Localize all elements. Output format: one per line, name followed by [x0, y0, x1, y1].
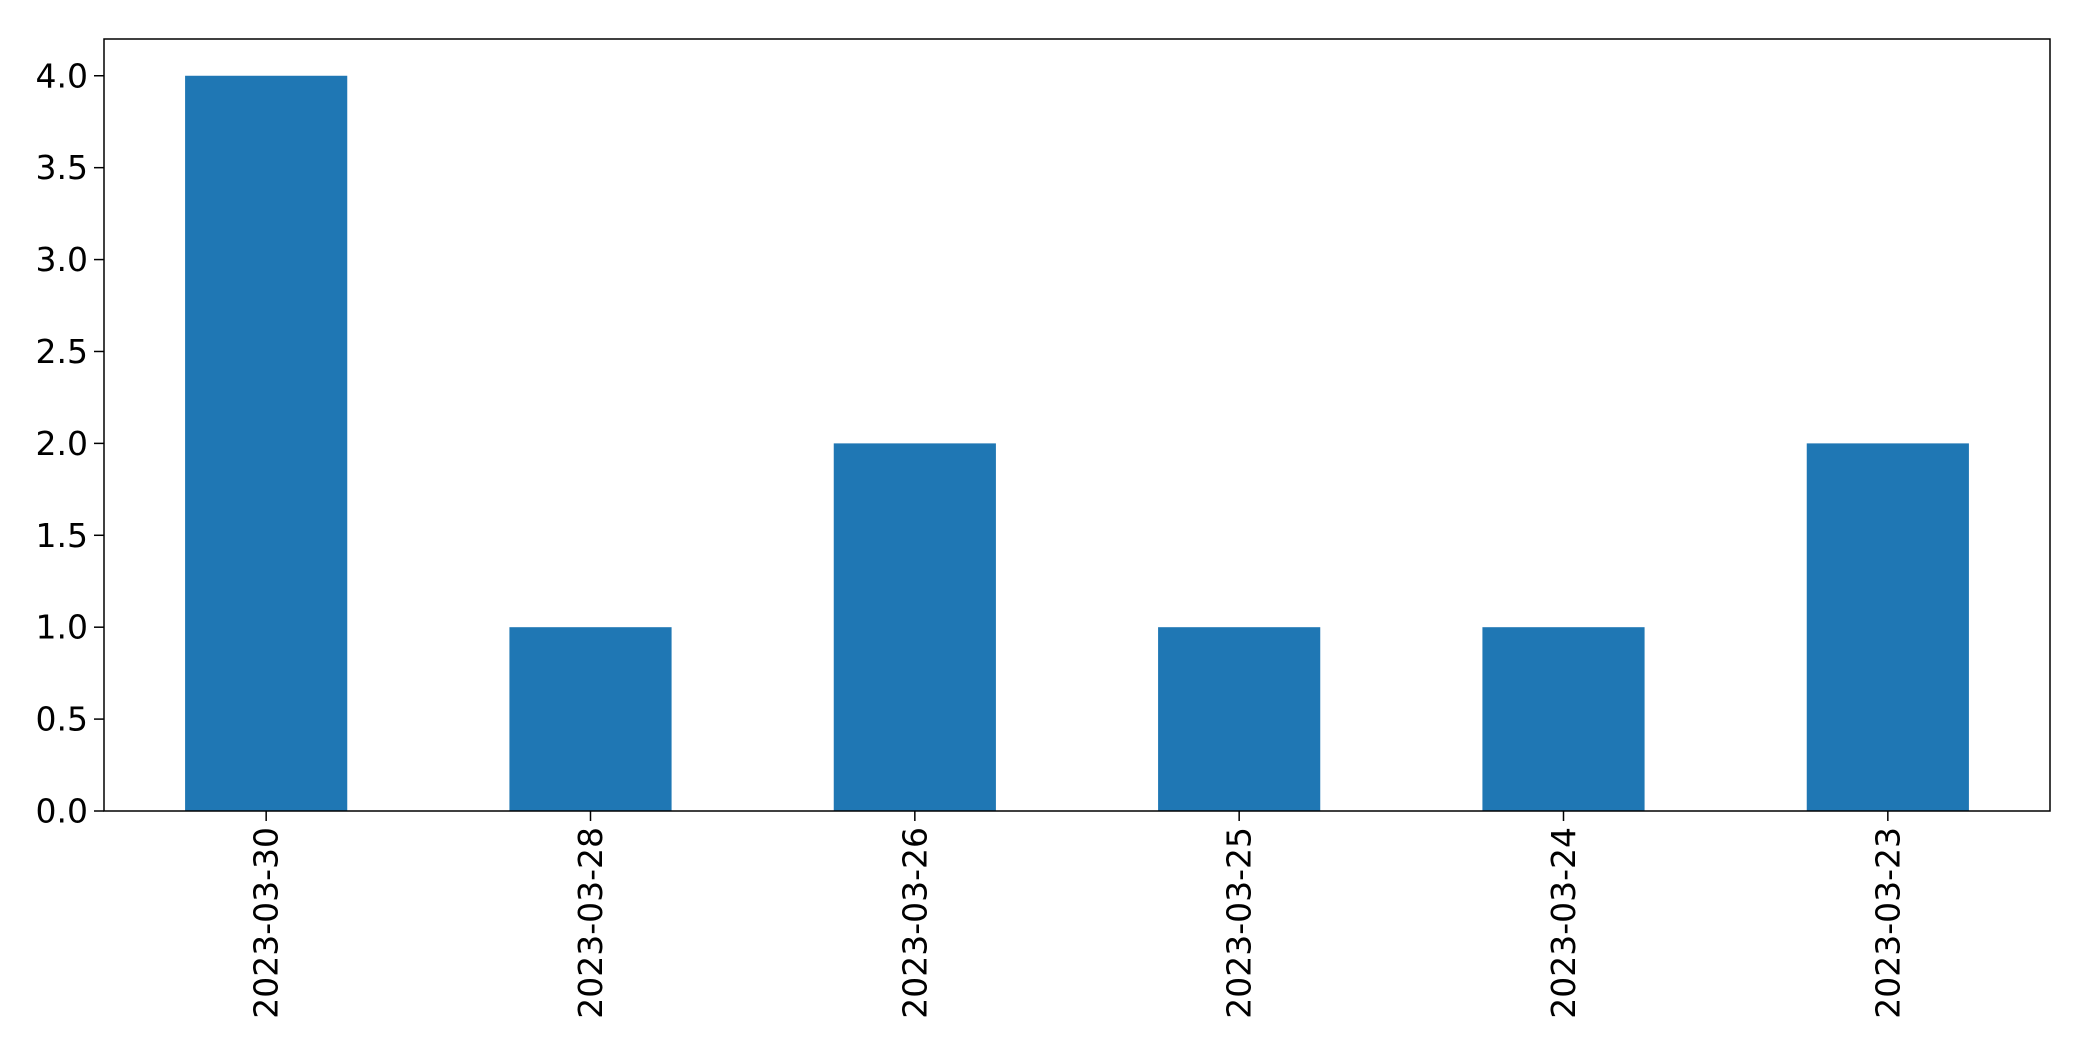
x-tick-label: 2023-03-28: [571, 827, 610, 1019]
bar-2023-03-23: [1806, 443, 1969, 811]
y-tick-label: 0.5: [36, 700, 88, 739]
y-tick-label: 3.0: [36, 240, 88, 279]
y-tick-label: 4.0: [36, 56, 88, 95]
x-tick-label: 2023-03-24: [1544, 827, 1583, 1019]
bar-2023-03-24: [1482, 627, 1645, 811]
x-tick-label: 2023-03-25: [1220, 827, 1259, 1019]
bar-2023-03-25: [1158, 627, 1321, 811]
bars-group: [185, 75, 1969, 811]
bar-2023-03-26: [833, 443, 996, 811]
y-tick-label: 1.0: [36, 608, 88, 647]
x-tick-label: 2023-03-23: [1868, 827, 1907, 1019]
x-tick-label: 2023-03-26: [895, 827, 934, 1019]
bar-2023-03-30: [185, 75, 348, 811]
y-tick-label: 3.5: [36, 148, 88, 187]
y-axis: 0.0 0.5 1.0 1.5 2.0 2.5 3.0 3.5 4.0: [36, 56, 104, 831]
x-axis: 2023-03-30 2023-03-28 2023-03-26 2023-03-25…: [247, 811, 1907, 1019]
y-tick-label: 0.0: [36, 792, 88, 831]
y-tick-label: 2.0: [36, 424, 88, 463]
y-tick-label: 1.5: [36, 516, 88, 555]
plot-frame: [103, 38, 2051, 812]
y-tick-label: 2.5: [36, 332, 88, 371]
x-tick-label: 2023-03-30: [247, 827, 286, 1019]
bar-2023-03-28: [509, 627, 672, 811]
